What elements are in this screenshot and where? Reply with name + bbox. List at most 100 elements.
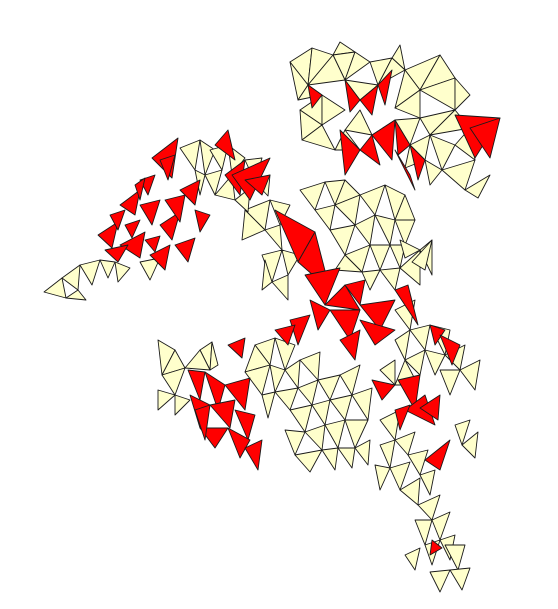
plain-triangle xyxy=(321,447,339,471)
highlighted-triangle xyxy=(394,149,416,191)
plain-triangle xyxy=(199,139,216,176)
plain-triangle xyxy=(294,449,323,473)
highlighted-triangle xyxy=(424,439,451,471)
plain-triangle xyxy=(321,94,346,126)
highlighted-triangle xyxy=(224,377,251,411)
plain-triangle xyxy=(65,289,87,301)
highlighted-triangle xyxy=(159,154,176,181)
plain-triangle xyxy=(454,419,471,446)
highlighted-triangle xyxy=(199,427,229,449)
plain-triangle xyxy=(329,224,356,256)
plain-triangle xyxy=(369,244,391,271)
plain-triangle xyxy=(311,399,331,426)
highlighted-triangle xyxy=(124,219,141,239)
plain-triangle xyxy=(274,387,299,411)
highlighted-triangle xyxy=(109,209,126,231)
plain-triangle xyxy=(297,379,319,406)
plain-triangle xyxy=(409,324,431,351)
highlighted-triangle xyxy=(134,177,146,201)
plain-triangle xyxy=(419,469,436,496)
highlighted-triangle xyxy=(164,194,186,223)
plain-triangle xyxy=(241,209,266,241)
highlighted-triangle xyxy=(244,174,271,196)
plain-triangle xyxy=(379,359,396,386)
plain-triangle xyxy=(454,77,471,111)
plain-triangle xyxy=(411,239,433,271)
plain-triangle xyxy=(261,391,276,419)
plain-triangle xyxy=(339,364,361,396)
highlighted-triangle xyxy=(359,319,396,346)
plain-triangle xyxy=(417,494,441,521)
plain-triangle xyxy=(314,204,336,231)
highlighted-triangle-layer xyxy=(97,69,501,556)
plain-triangle xyxy=(354,439,371,466)
highlighted-triangle xyxy=(371,119,396,161)
plain-triangle xyxy=(394,329,411,361)
plain-triangle xyxy=(99,259,116,279)
plain-triangle-layer xyxy=(43,41,491,593)
highlighted-triangle xyxy=(394,284,419,326)
plain-triangle xyxy=(431,511,451,541)
highlighted-triangle xyxy=(234,409,256,441)
highlighted-triangle xyxy=(194,404,211,441)
plain-triangle xyxy=(179,139,201,171)
highlighted-triangle xyxy=(394,119,411,156)
highlighted-triangle xyxy=(309,299,331,331)
highlighted-triangle xyxy=(139,199,161,226)
plain-triangle xyxy=(157,389,176,411)
plain-triangle xyxy=(439,369,461,396)
plain-triangle xyxy=(429,134,456,171)
highlighted-triangle xyxy=(429,539,443,556)
plain-triangle xyxy=(399,239,421,259)
highlighted-triangle xyxy=(359,84,379,116)
plain-triangle xyxy=(374,464,391,491)
highlighted-triangle xyxy=(97,221,119,249)
highlighted-triangle xyxy=(344,279,366,306)
plain-triangle xyxy=(394,219,416,246)
highlighted-triangle xyxy=(209,399,236,429)
plain-triangle xyxy=(359,184,386,216)
highlighted-triangle xyxy=(304,267,341,306)
highlighted-triangle xyxy=(469,117,501,159)
highlighted-triangle xyxy=(244,439,263,471)
plain-triangle xyxy=(299,351,321,381)
highlighted-triangle xyxy=(409,144,426,181)
plain-triangle xyxy=(374,214,396,246)
plain-triangle xyxy=(407,449,429,476)
plain-triangle xyxy=(284,429,306,456)
highlighted-triangle xyxy=(344,79,361,113)
plain-triangle xyxy=(334,254,363,273)
highlighted-triangle xyxy=(274,324,296,346)
plain-triangle xyxy=(344,419,369,449)
highlighted-triangle xyxy=(377,69,393,106)
plain-triangle xyxy=(174,394,191,416)
plain-triangle xyxy=(184,349,211,371)
plain-triangle xyxy=(354,214,376,246)
plain-triangle xyxy=(379,439,396,469)
highlighted-triangle xyxy=(324,284,361,311)
highlighted-triangle xyxy=(187,369,206,401)
highlighted-triangle xyxy=(194,209,211,233)
plain-triangle xyxy=(394,431,416,456)
plain-triangle xyxy=(464,174,491,199)
highlighted-triangle xyxy=(104,244,129,263)
plain-triangle xyxy=(389,461,411,491)
highlighted-triangle xyxy=(371,379,396,401)
plain-triangle xyxy=(379,409,401,441)
plain-triangle xyxy=(461,431,479,459)
plain-triangle xyxy=(444,544,466,571)
plain-triangle xyxy=(424,349,446,376)
highlighted-triangle xyxy=(394,404,411,431)
plain-triangle xyxy=(324,419,346,449)
plain-triangle xyxy=(284,359,301,389)
highlighted-triangle xyxy=(204,371,226,411)
highlighted-triangle xyxy=(119,189,141,216)
plain-triangle xyxy=(79,259,101,286)
plain-triangle xyxy=(351,387,373,421)
highlighted-triangle xyxy=(339,129,361,176)
plain-triangle xyxy=(114,261,131,283)
plain-triangle xyxy=(329,394,353,421)
plain-triangle xyxy=(441,159,476,191)
plain-triangle xyxy=(261,259,273,291)
